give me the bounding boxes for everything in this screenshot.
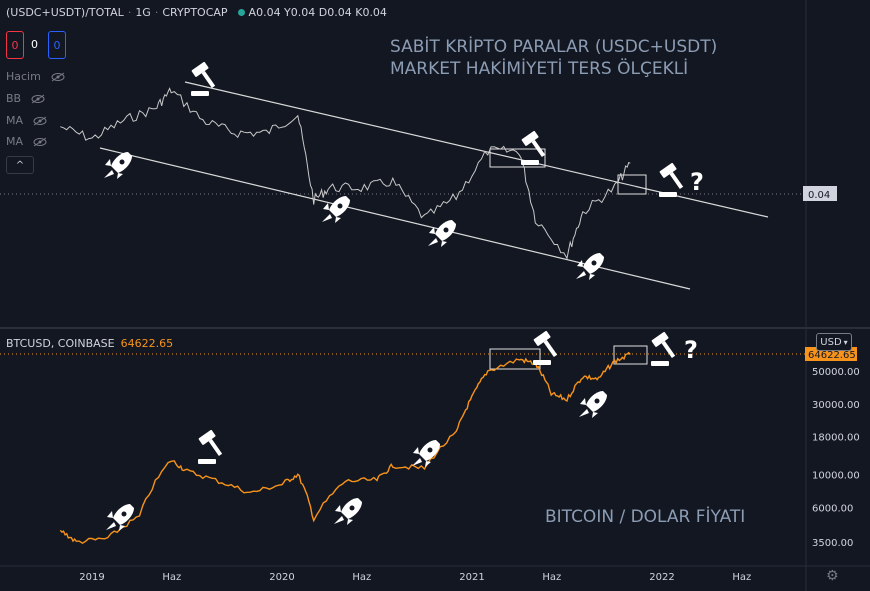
eye-off-icon[interactable] — [31, 94, 45, 104]
y-tick-label: 30000.00 — [812, 400, 860, 411]
time-axis[interactable]: 2019 Haz 2020 Haz 2021 Haz 2022 Haz — [79, 572, 751, 583]
indicator-label: MA — [6, 135, 24, 148]
x-tick-label: 2020 — [269, 572, 294, 583]
indicator-label: BB — [6, 92, 22, 105]
indicator-ma-2[interactable]: MA — [6, 135, 47, 148]
highlight-box-bottom-2[interactable] — [613, 345, 648, 365]
eye-off-icon[interactable] — [33, 116, 47, 126]
gavel-icon — [659, 162, 684, 197]
question-mark-bottom: ? — [684, 336, 698, 364]
rocket-icon — [579, 391, 607, 418]
btc-price-axis[interactable]: 3500.00 6000.00 10000.00 18000.00 30000.00 50… — [812, 367, 860, 549]
y-tick-label: 18000.00 — [812, 433, 860, 444]
rocket-icon — [428, 220, 456, 247]
symbol-label[interactable]: (USDC+USDT)/TOTAL — [6, 6, 124, 19]
price-label-top: 0.04 — [808, 190, 830, 201]
price-label-btc: 64622.65 — [808, 350, 856, 361]
x-tick-label: Haz — [732, 572, 751, 583]
gavel-icon — [521, 130, 546, 165]
x-tick-label: Haz — [542, 572, 561, 583]
highlight-box-top-2[interactable] — [617, 174, 647, 195]
x-tick-label: 2021 — [459, 572, 484, 583]
highlight-box-top-1[interactable] — [489, 148, 546, 168]
y-tick-label: 6000.00 — [812, 503, 853, 514]
x-tick-label: 2022 — [649, 572, 674, 583]
currency-select[interactable]: USD ▾ — [816, 333, 852, 351]
rocket-icon — [576, 253, 604, 280]
price-label-top-bg — [803, 186, 837, 201]
indicator-volume[interactable]: Hacim — [6, 70, 65, 83]
gear-icon[interactable]: ⚙ — [826, 568, 839, 584]
counter-middle: 0 — [31, 38, 38, 51]
collapse-legend-button[interactable]: ^ — [6, 156, 34, 174]
rocket-icon — [334, 498, 362, 525]
market-status-dot — [237, 9, 245, 16]
bottom-title: BITCOIN / DOLAR FİYATI — [545, 506, 745, 527]
indicator-ma-1[interactable]: MA — [6, 114, 47, 127]
rocket-icon — [106, 504, 134, 531]
btc-value-label: 64622.65 — [120, 337, 174, 350]
top-legend[interactable]: (USDC+USDT)/TOTAL · 1G · CRYPTOCAP A0.04 Y0.0… — [6, 6, 387, 19]
gavel-icon — [533, 330, 558, 365]
indicator-bb[interactable]: BB — [6, 92, 45, 105]
y-tick-label: 50000.00 — [812, 367, 860, 378]
indicator-label: Hacim — [6, 70, 41, 83]
usdc-dominance-line[interactable] — [60, 87, 631, 260]
rocket-icon — [412, 440, 440, 467]
upper-channel-line[interactable] — [184, 81, 769, 218]
top-title-line1: SABİT KRİPTO PARALAR (USDC+USDT) — [390, 36, 717, 57]
y-tick-label: 3500.00 — [812, 538, 853, 549]
gavel-icon — [198, 429, 223, 464]
ohlc-values: A0.04 Y0.04 D0.04 K0.04 — [248, 6, 387, 19]
chevron-down-icon: ▾ — [843, 337, 848, 347]
counter-blue[interactable]: 0 — [48, 31, 66, 59]
eye-off-icon[interactable] — [33, 137, 47, 147]
btc-price-line[interactable] — [59, 351, 631, 545]
source-label: CRYPTOCAP — [162, 6, 228, 19]
lower-channel-line[interactable] — [99, 147, 691, 290]
rocket-icon — [104, 152, 132, 179]
gavel-icon — [651, 331, 676, 366]
highlight-box-bottom-1[interactable] — [489, 348, 541, 370]
interval-label[interactable]: 1G — [135, 6, 151, 19]
x-tick-label: 2019 — [79, 572, 104, 583]
currency-label: USD — [820, 336, 842, 348]
counter-red[interactable]: 0 — [6, 31, 24, 59]
question-mark-top: ? — [690, 168, 704, 196]
rocket-icon — [322, 196, 350, 223]
eye-off-icon[interactable] — [51, 72, 65, 82]
btc-legend[interactable]: BTCUSD, COINBASE 64622.65 — [6, 337, 173, 350]
x-tick-label: Haz — [162, 572, 181, 583]
top-title-line2: MARKET HAKİMİYETİ TERS ÖLÇEKLİ — [390, 57, 688, 79]
gavel-icon — [191, 61, 216, 96]
x-tick-label: Haz — [352, 572, 371, 583]
y-tick-label: 10000.00 — [812, 471, 860, 482]
btc-symbol-label[interactable]: BTCUSD, COINBASE — [6, 337, 115, 350]
indicator-label: MA — [6, 114, 24, 127]
